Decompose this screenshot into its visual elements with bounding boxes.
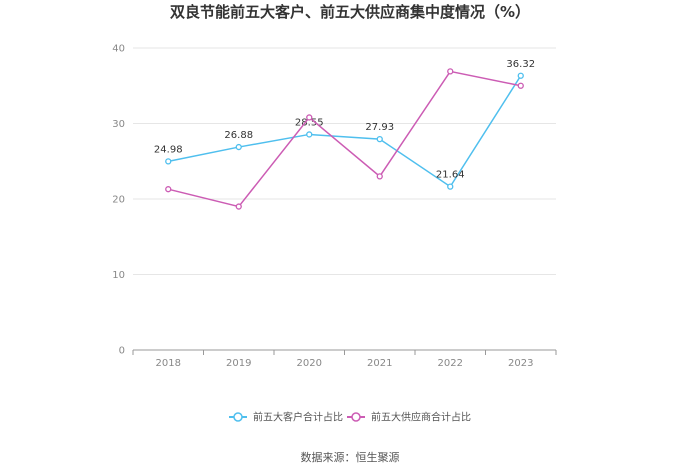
grid-lines	[133, 47, 556, 275]
x-tick-label: 2020	[297, 358, 322, 369]
series-1: 24.98 26.88 28.55 27.93 21.64 36.32	[154, 59, 535, 190]
series-line	[168, 75, 522, 188]
series-2	[165, 68, 524, 210]
data-source-note: 数据来源：恒生聚源	[301, 450, 400, 464]
legend-item[interactable]: 前五大供应商合计占比	[347, 411, 471, 424]
data-point[interactable]	[517, 82, 524, 89]
data-point[interactable]	[376, 173, 383, 180]
y-tick-label: 0	[119, 346, 125, 357]
x-tick-label: 2021	[367, 358, 392, 369]
data-point[interactable]	[235, 203, 242, 210]
x-axis: 2018 2019 2020 2021 2022 2023	[132, 349, 557, 369]
data-point[interactable]	[517, 72, 524, 79]
data-label: 36.32	[506, 59, 535, 70]
data-label: 26.88	[224, 130, 253, 141]
data-point[interactable]	[447, 183, 454, 190]
y-axis-ticks: 0 10 20 30 40	[112, 44, 125, 357]
x-tick-label: 2018	[156, 358, 181, 369]
x-tick-label: 2022	[438, 358, 463, 369]
x-tick-label: 2019	[226, 358, 251, 369]
legend-marker	[351, 412, 361, 422]
data-point[interactable]	[235, 143, 242, 151]
data-point[interactable]	[306, 131, 313, 138]
data-point[interactable]	[165, 158, 172, 165]
series-layer: 24.98 26.88 28.55 27.93 21.64 36.32	[154, 59, 535, 210]
legend-label: 前五大供应商合计占比	[371, 411, 471, 424]
y-tick-label: 40	[112, 44, 125, 55]
chart-title: 双良节能前五大客户、前五大供应商集中度情况（%）	[170, 3, 530, 21]
legend[interactable]: 前五大客户合计占比 前五大供应商合计占比	[229, 411, 471, 424]
data-label: 28.55	[295, 117, 324, 128]
data-label: 21.64	[436, 170, 465, 181]
data-point[interactable]	[306, 114, 313, 121]
x-tick-label: 2023	[508, 358, 533, 369]
data-label: 24.98	[154, 144, 183, 155]
data-point[interactable]	[376, 135, 383, 143]
legend-item[interactable]: 前五大客户合计占比	[229, 411, 343, 424]
legend-label: 前五大客户合计占比	[253, 411, 343, 424]
y-tick-label: 20	[112, 195, 125, 206]
y-tick-label: 30	[112, 119, 125, 130]
y-tick-label: 10	[112, 270, 125, 281]
data-point[interactable]	[165, 186, 172, 193]
data-label: 27.93	[365, 122, 394, 133]
legend-marker	[233, 412, 243, 422]
data-point[interactable]	[447, 68, 454, 75]
series-line	[168, 70, 521, 208]
